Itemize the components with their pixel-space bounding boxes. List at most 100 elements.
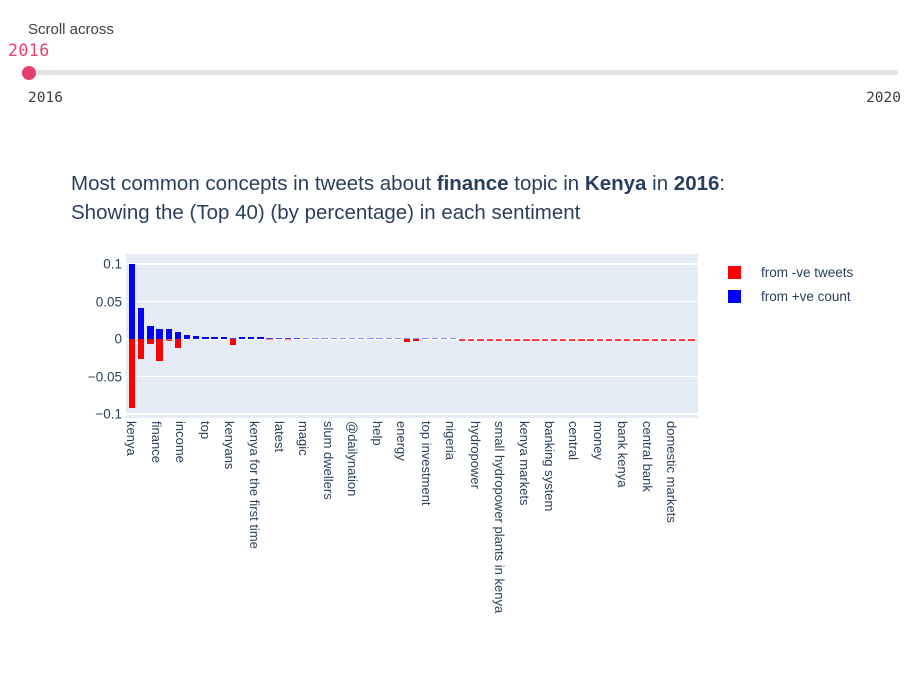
bar-negative (651, 339, 658, 341)
bar-positive (293, 337, 301, 339)
x-tick-label: kenya (124, 421, 140, 456)
bar-positive (358, 337, 365, 339)
bar-negative (468, 339, 475, 341)
bar-positive (165, 329, 172, 339)
bar-positive (275, 337, 282, 339)
chart-title-line2: Showing the (Top 40) (by percentage) in … (71, 199, 881, 228)
x-tick-label: banking system (541, 421, 557, 512)
bar-negative (624, 339, 631, 341)
bar-negative (532, 339, 539, 341)
title-segment: Kenya (584, 172, 647, 195)
bar-positive (211, 336, 218, 339)
bar-negative (578, 339, 585, 341)
bar-positive (422, 338, 429, 339)
bar-positive (330, 337, 337, 339)
bar-negative (679, 339, 686, 341)
x-tick-label: central bank (639, 421, 655, 492)
bar-positive (339, 337, 347, 339)
gridline (126, 375, 698, 378)
bar-negative (587, 339, 594, 341)
y-tick-label: 0.1 (103, 256, 122, 272)
bar-positive (229, 337, 237, 339)
x-tick-label: money (590, 421, 606, 461)
bar-positive (312, 337, 319, 339)
bar-positive (440, 338, 447, 339)
bar-negative (550, 339, 558, 341)
bar-negative (569, 339, 576, 341)
bar-negative (156, 339, 163, 361)
legend-swatch (728, 290, 741, 303)
bar-positive (183, 335, 191, 339)
bar-negative (688, 339, 695, 341)
bar-positive (220, 336, 227, 339)
bar-negative (642, 339, 649, 341)
bar-negative (596, 339, 603, 341)
x-tick-label: finance (148, 421, 164, 463)
bar-negative (165, 339, 172, 341)
bar-negative (477, 339, 484, 341)
y-tick-label: 0 (114, 331, 122, 347)
gridline (126, 413, 698, 415)
slider-mark-min[interactable]: 2016 (28, 90, 63, 106)
x-tick-label: slum dwellers (320, 421, 336, 500)
x-tick-label: bank kenya (615, 421, 631, 488)
bar-positive (147, 326, 154, 339)
bar-positive (248, 337, 255, 339)
slider-mark-max[interactable]: 2020 (866, 90, 901, 106)
x-tick-label: central (566, 421, 582, 461)
bar-positive (404, 337, 411, 339)
bar-positive (174, 331, 182, 339)
bar-positive (385, 337, 392, 339)
x-tick-label: small hydropower plants in kenya (492, 421, 508, 614)
slider-label: Scroll across (28, 21, 114, 38)
bar-positive (348, 337, 356, 339)
y-tick-label: −0.1 (95, 406, 122, 422)
x-tick-label: @dailynation (345, 421, 361, 497)
bar-negative (404, 339, 411, 342)
gridline (126, 300, 698, 303)
bar-positive (284, 337, 292, 339)
bar-negative (266, 339, 273, 340)
bar-negative (495, 339, 502, 341)
bar-negative (523, 339, 530, 341)
gridline (126, 263, 698, 265)
x-tick-label: income (173, 421, 189, 463)
bar-positive (193, 336, 200, 339)
x-tick-label: kenya markets (517, 421, 532, 506)
slider-handle[interactable] (22, 66, 36, 80)
y-tick-label: −0.05 (87, 369, 122, 384)
bar-positive (257, 337, 264, 339)
bar-negative (128, 339, 136, 408)
x-tick-label: magic (296, 421, 312, 456)
bar-positive (138, 308, 145, 339)
bar-positive (128, 264, 136, 339)
plot-area[interactable] (126, 254, 698, 418)
bar-positive (449, 338, 457, 339)
bar-positive (303, 337, 310, 339)
bar-negative (229, 339, 237, 345)
title-segment: Showing the (Top 40) (by percentage) in … (71, 200, 581, 224)
slider-current-value: 2016 (8, 41, 50, 60)
bar-negative (138, 339, 145, 359)
legend-item[interactable]: from -ve tweets (728, 265, 853, 280)
title-segment: : (719, 172, 726, 195)
slider-rail[interactable] (21, 70, 898, 75)
bar-positive (394, 337, 402, 339)
x-tick-label: domestic markets (664, 421, 680, 523)
title-segment: 2016 (673, 172, 720, 195)
bar-negative (486, 339, 493, 341)
bar-negative (614, 339, 622, 341)
bar-negative (284, 339, 292, 340)
bar-negative (660, 339, 668, 341)
bar-negative (413, 339, 420, 342)
title-segment: topic in (508, 172, 585, 195)
zero-line (126, 338, 698, 340)
bar-negative (147, 339, 154, 345)
bar-negative (459, 339, 466, 341)
legend: from -ve tweets from +ve count (728, 265, 853, 313)
legend-item[interactable]: from +ve count (728, 289, 853, 304)
x-tick-label: latest (271, 421, 287, 453)
x-tick-label: help (369, 421, 385, 446)
bar-positive (321, 337, 328, 339)
